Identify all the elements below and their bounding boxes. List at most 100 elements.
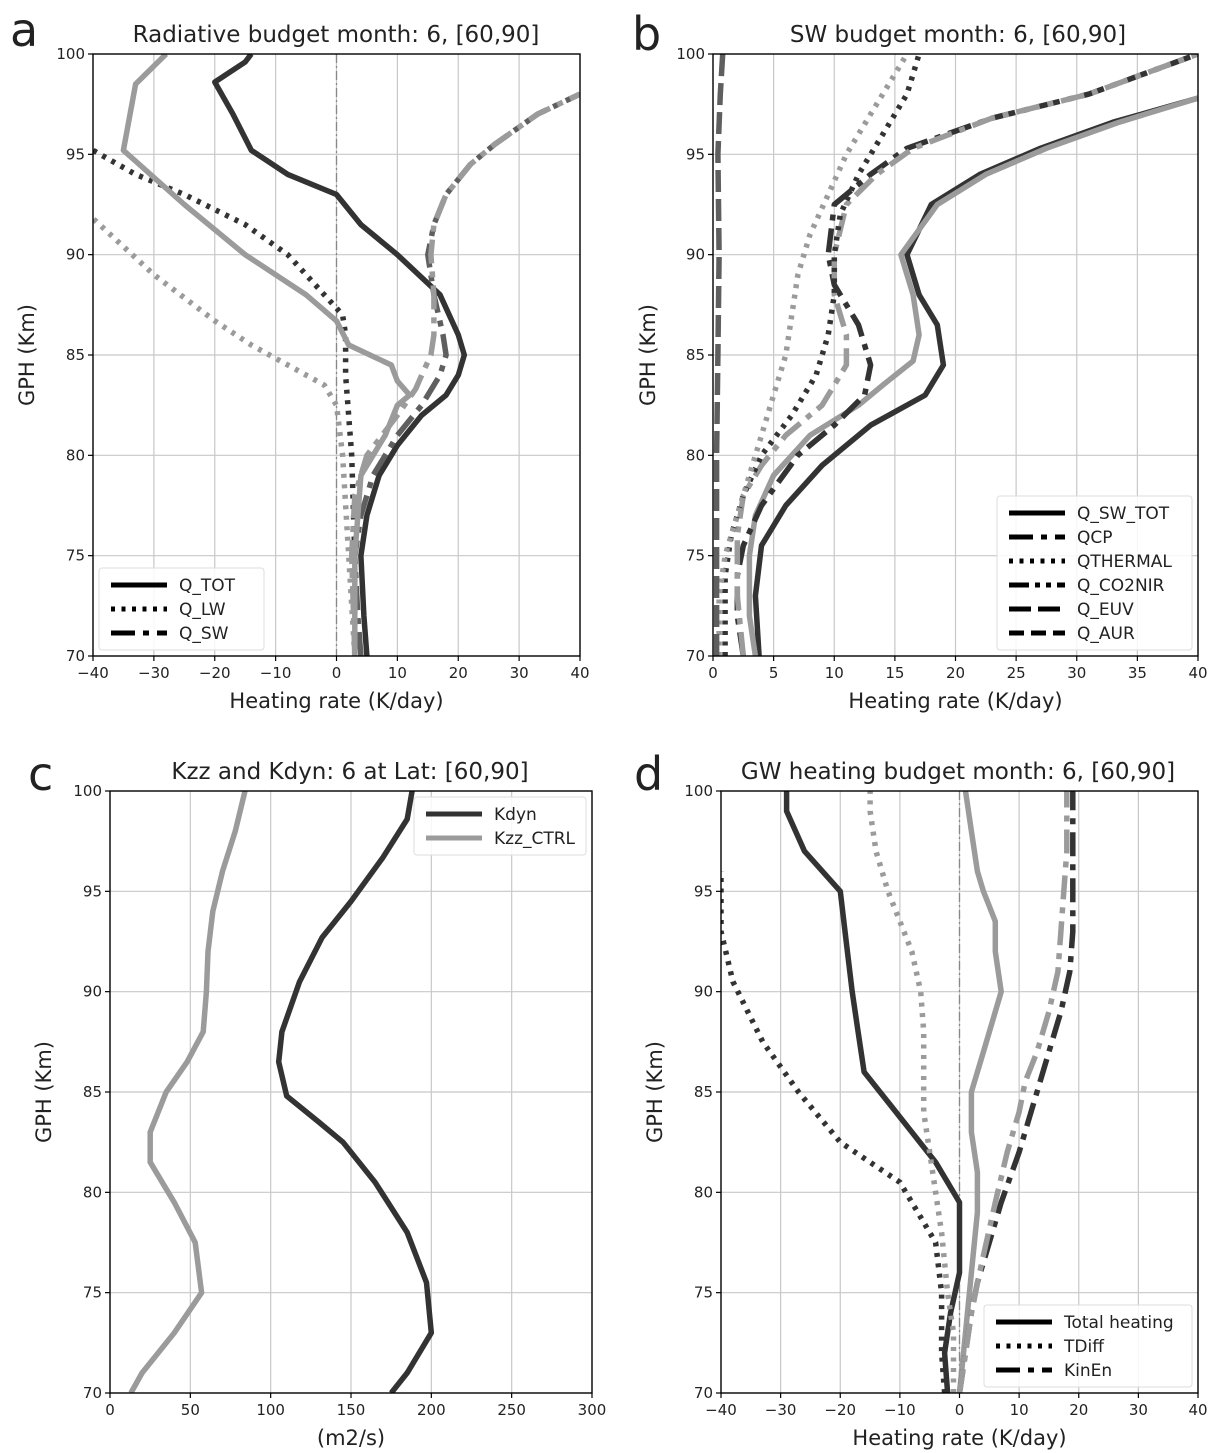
- series-line-kdyn: [275, 791, 435, 1393]
- x-tick-label: 150: [337, 1401, 366, 1419]
- panel-a: −40 −30 −20 −10 0 10 20 30 40 70 75 80 85 90 95 100 Heat…: [10, 3, 590, 713]
- x-tick-label: 15: [885, 664, 904, 682]
- series-line-6: [956, 791, 1070, 1393]
- y-tick-label: 100: [676, 45, 705, 63]
- panel-letter: b: [632, 7, 661, 61]
- y-tick-label: 100: [56, 45, 85, 63]
- x-tick-label: 30: [1067, 664, 1086, 682]
- y-tick-label: 85: [694, 1083, 713, 1101]
- legend: Total heating TDiff KinEn: [983, 1304, 1193, 1388]
- legend-label: Q_TOT: [179, 576, 236, 596]
- series-group: [713, 54, 1198, 656]
- x-tick-label: 200: [417, 1401, 446, 1419]
- panel-c: 0 50 100 150 200 250 300 70 75 80 85 90 95 100 (m2/s) G…: [28, 747, 606, 1450]
- x-tick-label: 100: [256, 1401, 285, 1419]
- panel-letter: a: [10, 3, 38, 57]
- panel-b: 0 5 10 15 20 25 30 35 40 70 75 80 85 90 95 100 Heating r…: [632, 7, 1208, 713]
- series-line-2: [746, 95, 1198, 656]
- series-line-6: [120, 54, 413, 656]
- x-tick-label: 20: [449, 664, 468, 682]
- x-tick-label: 30: [1129, 1401, 1148, 1419]
- legend-label: Q_LW: [179, 600, 226, 620]
- x-tick-label: 0: [332, 664, 342, 682]
- x-tick-label: 300: [578, 1401, 607, 1419]
- x-tick-label: −40: [77, 664, 109, 682]
- legend-label: QTHERMAL: [1077, 552, 1172, 572]
- y-tick-label: 75: [83, 1284, 102, 1302]
- x-tick-label: −10: [260, 664, 292, 682]
- y-axis-label: GPH (Km): [32, 1041, 56, 1143]
- y-tick-label: 85: [66, 346, 85, 364]
- y-tick-label: 70: [83, 1384, 102, 1402]
- series-line-3: [867, 791, 957, 1393]
- panel-title: Kzz and Kdyn: 6 at Lat: [60,90]: [171, 759, 528, 785]
- x-tick-label: −10: [884, 1401, 916, 1419]
- y-tick-label: 90: [66, 246, 85, 264]
- legend: Kdyn Kzz_CTRL: [413, 796, 587, 856]
- legend-box: [983, 1304, 1193, 1388]
- y-tick-label: 70: [66, 647, 85, 665]
- y-axis-label: GPH (Km): [15, 304, 39, 406]
- x-tick-label: 40: [570, 664, 589, 682]
- legend-label: TDiff: [1063, 1337, 1105, 1357]
- y-tick-label: 100: [73, 782, 102, 800]
- series-line-2: [93, 147, 358, 656]
- y-axis-label: GPH (Km): [636, 304, 660, 406]
- y-tick-label: 95: [66, 145, 85, 163]
- x-tick-label: 10: [388, 664, 407, 682]
- x-tick-label: 50: [181, 1401, 200, 1419]
- series-line-4: [352, 91, 580, 656]
- y-tick-label: 75: [694, 1284, 713, 1302]
- x-tick-label: 5: [769, 664, 779, 682]
- y-tick-label: 100: [684, 782, 713, 800]
- legend-label: Q_CO2NIR: [1077, 576, 1165, 596]
- x-tick-label: 0: [708, 664, 718, 682]
- x-tick-label: −40: [705, 1401, 737, 1419]
- y-tick-label: 85: [83, 1083, 102, 1101]
- panel-title: Radiative budget month: 6, [60,90]: [133, 22, 540, 48]
- series-group: [128, 791, 435, 1393]
- x-tick-label: 25: [1007, 664, 1026, 682]
- x-tick-label: 250: [497, 1401, 526, 1419]
- y-tick-label: 80: [83, 1183, 102, 1201]
- legend-label: Q_EUV: [1077, 600, 1134, 620]
- x-tick-label: 0: [105, 1401, 115, 1419]
- panel-d: −40 −30 −20 −10 0 10 20 30 40 70 75 80 85 90 95 100 Heat…: [634, 747, 1208, 1450]
- y-tick-label: 90: [686, 246, 705, 264]
- y-tick-label: 70: [686, 647, 705, 665]
- x-axis-label: (m2/s): [317, 1426, 385, 1450]
- legend-label: Q_SW_TOT: [1077, 504, 1170, 524]
- x-tick-label: 0: [955, 1401, 965, 1419]
- y-axis-label: GPH (Km): [643, 1041, 667, 1143]
- x-axis-label: Heating rate (K/day): [229, 689, 443, 713]
- x-axis-label: Heating rate (K/day): [852, 1426, 1066, 1450]
- panel-title: GW heating budget month: 6, [60,90]: [741, 759, 1175, 785]
- y-tick-label: 80: [66, 446, 85, 464]
- x-tick-label: 40: [1188, 664, 1207, 682]
- series-line-5: [348, 91, 580, 656]
- series-group: [93, 54, 580, 656]
- y-tick-label: 95: [83, 882, 102, 900]
- y-tick-label: 75: [66, 547, 85, 565]
- y-tick-label: 90: [694, 983, 713, 1001]
- legend-label: QCP: [1077, 528, 1113, 548]
- series-line-7: [713, 54, 726, 656]
- legend-box: [98, 567, 265, 651]
- series-line-1: [212, 54, 468, 656]
- y-tick-label: 70: [694, 1384, 713, 1402]
- series-group: [721, 791, 1076, 1393]
- series-line-3: [93, 216, 358, 656]
- legend-label: Total heating: [1063, 1313, 1174, 1333]
- y-tick-label: 80: [694, 1183, 713, 1201]
- legend-label: KinEn: [1064, 1361, 1112, 1381]
- x-tick-label: −30: [138, 664, 170, 682]
- panel-letter: c: [28, 747, 53, 801]
- panel-letter: d: [634, 747, 663, 801]
- legend-label: Kzz_CTRL: [494, 829, 576, 849]
- x-tick-label: 30: [510, 664, 529, 682]
- x-tick-label: 35: [1128, 664, 1147, 682]
- series-line-1: [783, 791, 963, 1393]
- y-tick-label: 75: [686, 547, 705, 565]
- x-tick-label: −30: [765, 1401, 797, 1419]
